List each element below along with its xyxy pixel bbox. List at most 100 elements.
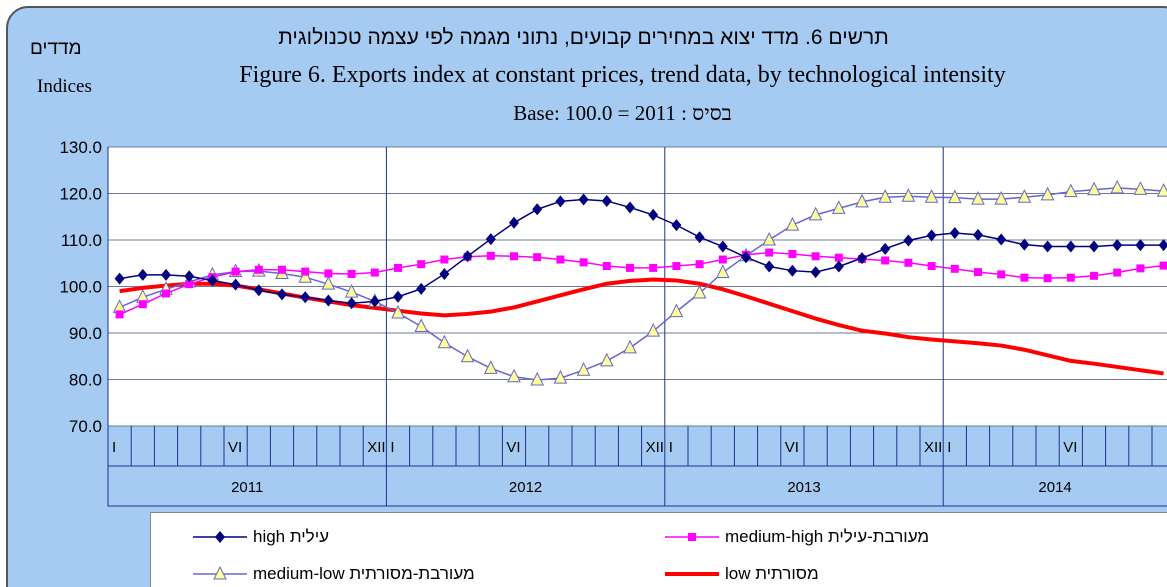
marker	[462, 250, 473, 263]
x-tick-label: I	[669, 439, 673, 456]
marker	[1159, 261, 1167, 270]
marker	[162, 289, 170, 298]
marker	[530, 371, 545, 386]
legend-swatch	[193, 566, 247, 580]
series-line	[119, 251, 1164, 316]
marker	[460, 348, 475, 363]
marker	[510, 252, 518, 261]
marker	[880, 242, 891, 255]
marker	[947, 189, 962, 204]
marker	[576, 362, 591, 376]
marker	[1113, 268, 1122, 277]
marker	[137, 268, 148, 281]
marker	[369, 295, 380, 308]
legend-label: מעורבת-עילית medium-high	[725, 527, 930, 546]
y-tick-label: 100.0	[59, 278, 102, 297]
marker	[414, 318, 429, 332]
legend-entry: מעורבת-עילית medium-high	[663, 527, 929, 547]
marker	[994, 190, 1009, 205]
title: Figure 6. Exports index at constant pric…	[239, 62, 1006, 88]
marker	[927, 262, 936, 271]
marker	[1066, 273, 1075, 282]
marker	[483, 360, 498, 374]
y-label-hebrew: מדדים	[30, 38, 82, 59]
year-label: 2011	[231, 479, 263, 496]
subtitle: Base: 100.0 = 2011 : בסיס	[513, 101, 732, 125]
marker	[715, 264, 730, 279]
series-line	[119, 187, 1164, 381]
marker	[416, 282, 427, 295]
year-label: 2013	[787, 479, 820, 496]
marker	[764, 260, 775, 273]
marker	[762, 231, 777, 246]
marker	[278, 265, 286, 274]
marker	[1158, 239, 1167, 252]
x-tick-label: XII	[367, 439, 385, 456]
x-tick-label: I	[112, 439, 116, 456]
marker	[602, 262, 611, 271]
marker	[486, 251, 495, 260]
marker	[440, 255, 449, 264]
marker	[485, 233, 496, 246]
marker	[323, 294, 334, 307]
legend-entry: מעורבת-מסורתית medium-low	[191, 564, 475, 584]
legend-label: עילית high	[253, 527, 330, 546]
marker	[625, 201, 635, 214]
marker	[439, 267, 450, 280]
legend-entry: עילית high	[191, 527, 329, 547]
x-tick-label: I	[947, 439, 951, 456]
marker	[532, 203, 543, 216]
legend-entry: מסורתית low	[663, 564, 819, 584]
marker	[394, 263, 402, 272]
x-tick-label: VI	[785, 439, 799, 456]
marker	[903, 234, 914, 247]
marker	[857, 252, 867, 265]
marker	[695, 260, 704, 269]
marker	[787, 264, 798, 277]
y-tick-label: 90.0	[69, 324, 102, 343]
marker	[533, 253, 542, 262]
marker	[1019, 238, 1030, 251]
marker	[1020, 273, 1029, 282]
marker	[578, 193, 589, 206]
marker	[648, 208, 659, 221]
marker	[1136, 264, 1145, 273]
legend-marker	[215, 531, 225, 543]
marker	[901, 188, 916, 202]
legend-swatch	[665, 572, 719, 576]
marker	[1043, 274, 1052, 283]
legend-label: מעורבת-מסורתית medium-low	[253, 564, 475, 583]
marker	[437, 334, 452, 349]
marker	[950, 264, 959, 273]
marker	[1042, 240, 1053, 253]
marker	[669, 303, 684, 318]
marker	[717, 240, 728, 253]
marker	[834, 253, 843, 262]
marker	[926, 229, 937, 242]
marker	[904, 258, 913, 267]
marker	[321, 276, 336, 290]
x-tick-label: VI	[1063, 439, 1077, 456]
marker	[509, 216, 519, 229]
marker	[974, 268, 982, 277]
marker	[507, 368, 521, 383]
year-label: 2014	[1038, 479, 1071, 496]
marker	[346, 297, 357, 310]
x-tick-label: VI	[228, 439, 242, 456]
marker	[277, 288, 287, 301]
marker	[1135, 239, 1146, 252]
marker	[649, 263, 658, 272]
marker	[672, 262, 681, 271]
marker	[138, 300, 147, 309]
marker	[855, 193, 869, 208]
year-label: 2012	[509, 479, 542, 496]
legend-swatch	[193, 531, 247, 543]
marker	[114, 272, 125, 285]
marker	[949, 227, 960, 240]
marker	[623, 339, 637, 354]
y-tick-label: 80.0	[69, 371, 102, 390]
x-tick-label: VI	[506, 439, 520, 456]
marker	[370, 268, 379, 277]
marker	[231, 267, 240, 276]
